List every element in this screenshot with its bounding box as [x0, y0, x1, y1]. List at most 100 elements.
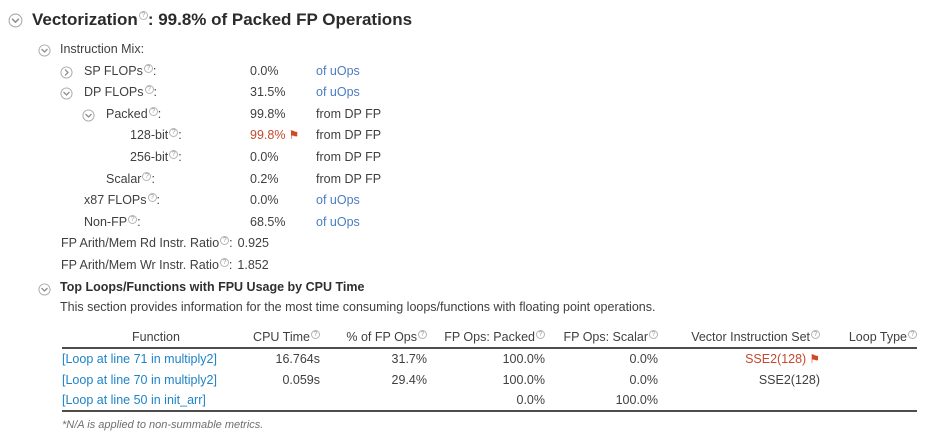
instruction-mix-header-row: Instruction Mix:: [0, 39, 925, 61]
vector-instruction-set-cell: [658, 390, 820, 411]
metric-unit: from DP FP: [316, 106, 382, 121]
collapse-toggle[interactable]: [60, 86, 73, 108]
fp-ops-scalar-cell: 100.0%: [615, 393, 658, 408]
help-icon: ?: [144, 85, 154, 95]
loop-type-cell: [820, 369, 917, 390]
metric-row-wr-ratio: FP Arith/Mem Wr Instr. Ratio?:1.852: [0, 255, 925, 277]
help-icon: ?: [142, 171, 152, 181]
metric-value: 1.852: [237, 257, 269, 272]
chevron-down-circle-icon: [38, 44, 51, 57]
chevron-down-circle-icon: [82, 109, 95, 122]
metric-row-scalar: Scalar?: 0.2% from DP FP: [0, 169, 925, 191]
cpu-time-cell: 16.764s: [275, 352, 320, 367]
column-header-vector-instruction-set[interactable]: Vector Instruction Set?: [658, 326, 820, 350]
metric-label: Packed?:: [106, 106, 162, 121]
help-icon: ?: [649, 329, 658, 339]
collapse-toggle[interactable]: [8, 13, 23, 33]
metric-value: 31.5%: [250, 85, 286, 100]
help-icon: ?: [536, 329, 545, 339]
fp-ops-packed-cell: 0.0%: [516, 393, 546, 408]
metric-label: 256-bit?:: [130, 149, 182, 164]
metric-row-x87-flops: x87 FLOPs?: 0.0% of uOps: [0, 190, 925, 212]
metric-label: 128-bit?:: [130, 128, 182, 143]
metric-label: FP Arith/Mem Rd Instr. Ratio?:0.925: [61, 236, 269, 251]
metric-row-dp-flops: DP FLOPs?: 31.5% of uOps: [0, 82, 925, 104]
metric-value: 68.5%: [250, 214, 286, 229]
metric-unit-link[interactable]: of uOps: [316, 85, 360, 100]
help-icon: ?: [220, 236, 230, 246]
cpu-time-cell: [250, 390, 320, 411]
column-header-loop-type[interactable]: Loop Type?: [820, 326, 917, 350]
column-header-fp-ops-packed[interactable]: FP Ops: Packed?: [427, 326, 545, 350]
help-icon: ?: [311, 329, 320, 339]
top-loops-table: Function CPU Time? % of FP Ops? FP Ops: …: [62, 326, 917, 413]
instruction-mix-label: Instruction Mix:: [60, 42, 145, 56]
column-header-fp-ops-scalar[interactable]: FP Ops: Scalar?: [545, 326, 658, 350]
metric-value: 0.925: [237, 236, 269, 251]
table-row: [Loop at line 70 in multiply2] 0.059s 29…: [62, 369, 917, 390]
help-icon: ?: [418, 329, 427, 339]
fp-ops-scalar-cell: 0.0%: [629, 352, 659, 367]
metric-unit-link[interactable]: of uOps: [316, 214, 360, 229]
vector-instruction-set-cell: SSE2(128): [758, 372, 820, 387]
metric-value: 0.0%: [250, 149, 279, 164]
pct-fp-ops-cell: [320, 390, 427, 411]
chevron-down-circle-icon: [60, 87, 73, 100]
metric-label: FP Arith/Mem Wr Instr. Ratio?:1.852: [61, 257, 269, 272]
metric-label: x87 FLOPs?:: [84, 193, 161, 208]
metric-unit-link[interactable]: of uOps: [316, 63, 360, 78]
metric-unit: from DP FP: [316, 128, 382, 143]
chevron-right-circle-icon: [60, 66, 73, 79]
column-header-function[interactable]: Function: [62, 326, 250, 350]
metric-unit: from DP FP: [316, 149, 382, 164]
table-row: [Loop at line 50 in init_arr] 0.0% 100.0…: [62, 390, 917, 411]
loop-type-cell: [820, 348, 917, 369]
column-header-pct-fp-ops[interactable]: % of FP Ops?: [320, 326, 427, 350]
cpu-time-cell: 0.059s: [282, 372, 320, 387]
table-footnote: *N/A is applied to non-summable metrics.: [62, 419, 264, 432]
help-icon: ?: [147, 193, 157, 203]
metric-label: SP FLOPs?:: [84, 63, 157, 78]
help-icon: ?: [169, 128, 179, 138]
loop-link[interactable]: [Loop at line 71 in multiply2]: [62, 352, 217, 367]
pct-fp-ops-cell: 29.4%: [391, 372, 427, 387]
help-icon: ?: [143, 63, 153, 73]
page-title: Vectorization?: 99.8% of Packed FP Opera…: [32, 10, 413, 29]
metric-row-non-fp: Non-FP?: 68.5% of uOps: [0, 212, 925, 234]
flag-icon: ⚑: [809, 352, 820, 367]
vector-instruction-set-cell: SSE2(128) ⚑: [745, 352, 820, 367]
help-icon: ?: [169, 149, 179, 159]
metric-value: 0.2%: [250, 171, 279, 186]
help-icon: ?: [128, 214, 138, 224]
fp-ops-packed-cell: 100.0%: [502, 352, 545, 367]
collapse-toggle[interactable]: [82, 108, 95, 130]
help-icon: ?: [219, 257, 229, 267]
metric-label: Non-FP?:: [84, 214, 141, 229]
vectorization-section-header: Vectorization?: 99.8% of Packed FP Opera…: [0, 8, 925, 36]
fp-ops-scalar-cell: 0.0%: [629, 372, 659, 387]
table-row: [Loop at line 71 in multiply2] 16.764s 3…: [62, 348, 917, 369]
chevron-down-circle-icon: [38, 282, 51, 296]
help-icon: ?: [148, 106, 158, 116]
top-loops-section-header: Top Loops/Functions with FPU Usage by CP…: [0, 277, 925, 299]
metric-row-sp-flops: SP FLOPs?: 0.0% of uOps: [0, 61, 925, 83]
flag-icon: ⚑: [288, 128, 300, 143]
metric-row-packed: Packed?: 99.8% from DP FP: [0, 104, 925, 126]
instruction-mix-tree: Instruction Mix: SP FLOPs?: 0.0% of uOps…: [0, 39, 925, 277]
metric-unit: from DP FP: [316, 171, 382, 186]
metric-value: 0.0%: [250, 63, 279, 78]
column-header-cpu-time[interactable]: CPU Time?: [250, 326, 320, 350]
metric-value: 99.8%: [250, 106, 286, 121]
metric-unit-link[interactable]: of uOps: [316, 193, 360, 208]
loop-type-cell: [820, 390, 917, 411]
loop-link[interactable]: [Loop at line 50 in init_arr]: [62, 393, 206, 408]
expand-toggle[interactable]: [60, 65, 73, 87]
collapse-toggle[interactable]: [38, 281, 51, 303]
collapse-toggle[interactable]: [38, 43, 51, 65]
metric-row-128bit: 128-bit?: 99.8% ⚑ from DP FP: [0, 125, 925, 147]
loop-link[interactable]: [Loop at line 70 in multiply2]: [62, 372, 217, 387]
help-icon: ?: [908, 329, 917, 339]
pct-fp-ops-cell: 31.7%: [391, 352, 427, 367]
section-description: This section provides information for th…: [60, 300, 656, 315]
metric-label: Scalar?:: [106, 171, 155, 186]
